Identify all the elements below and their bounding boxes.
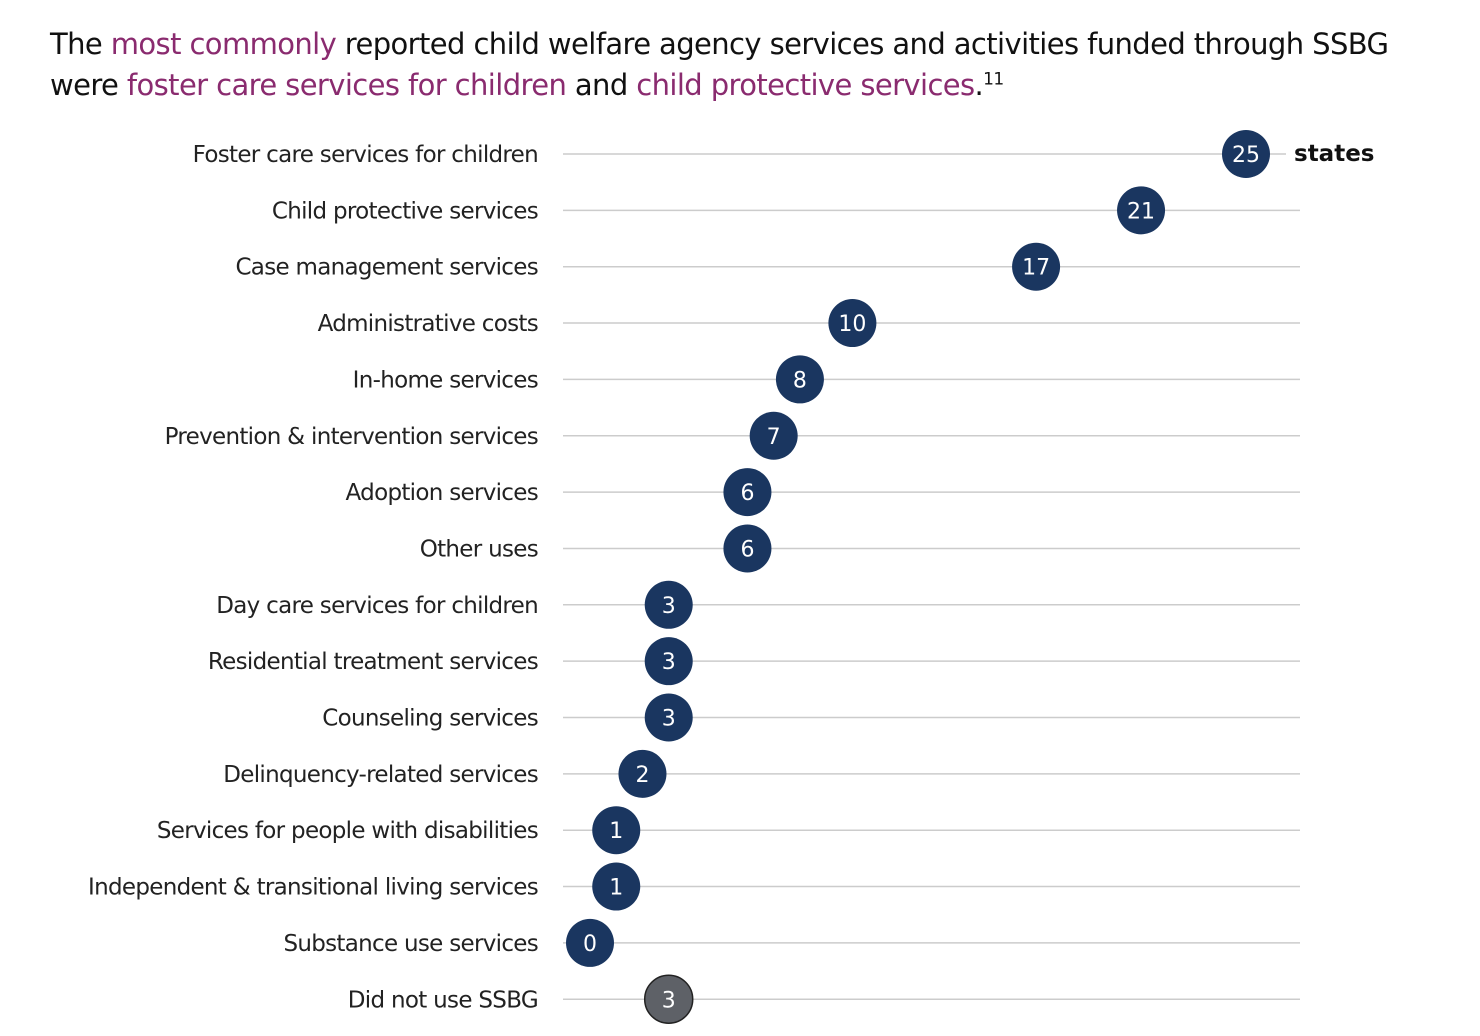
data-dot xyxy=(1012,242,1061,291)
data-dot xyxy=(723,468,772,517)
category-label: In-home services xyxy=(353,367,538,393)
category-label: Services for people with disabilities xyxy=(157,818,538,844)
chart-title: The most commonly reported child welfare… xyxy=(50,24,1450,106)
category-label: Adoption services xyxy=(346,480,538,506)
category-label: Did not use SSBG xyxy=(348,987,538,1013)
data-label: 2 xyxy=(635,763,649,788)
category-label: Substance use services xyxy=(283,931,538,957)
category-label: Delinquency-related services xyxy=(223,762,538,788)
data-label: 3 xyxy=(662,594,676,619)
data-label: 3 xyxy=(662,707,676,732)
title-highlight: child protective services xyxy=(636,68,975,102)
category-label: Prevention & intervention services xyxy=(165,424,538,450)
category-label: Administrative costs xyxy=(318,311,538,337)
category-label: Counseling services xyxy=(322,706,538,732)
category-label: Case management services xyxy=(235,255,538,281)
data-dot xyxy=(1222,130,1270,178)
category-label: Other uses xyxy=(420,536,538,562)
data-label: 10 xyxy=(838,312,866,337)
category-label: Residential treatment services xyxy=(208,649,538,675)
data-dot xyxy=(644,693,693,742)
data-dot xyxy=(592,806,641,855)
data-dot xyxy=(618,749,667,798)
title-text: reported child welfare agency services a… xyxy=(50,27,1389,102)
data-dot xyxy=(775,355,824,404)
data-label: 3 xyxy=(662,988,676,1013)
data-label: 1 xyxy=(609,876,623,901)
category-label: Child protective services xyxy=(272,198,538,224)
category-label: Foster care services for children xyxy=(193,142,538,168)
title-highlight: foster care services for children xyxy=(126,68,567,102)
data-dot xyxy=(723,524,772,573)
data-label: 0 xyxy=(583,932,597,957)
title-text: The xyxy=(50,27,111,61)
data-dot xyxy=(828,299,877,348)
data-dot xyxy=(644,580,693,629)
data-dot xyxy=(1117,186,1166,235)
title-text: . xyxy=(974,68,984,102)
category-label: Independent & transitional living servic… xyxy=(88,875,538,901)
category-label: Day care services for children xyxy=(216,593,538,619)
data-dot xyxy=(644,637,693,686)
data-dot xyxy=(566,918,614,967)
data-label: 17 xyxy=(1022,256,1050,281)
title-text: and xyxy=(566,68,637,102)
unit-label: states xyxy=(1294,141,1375,167)
title-highlight: most commonly xyxy=(110,27,337,61)
data-label: 25 xyxy=(1232,143,1260,168)
data-label: 7 xyxy=(767,425,781,450)
data-dot xyxy=(643,974,694,1024)
data-label: 1 xyxy=(609,819,623,844)
data-label: 8 xyxy=(793,368,807,393)
data-label: 6 xyxy=(740,481,754,506)
data-label: 3 xyxy=(662,650,676,675)
footnote-marker: 11 xyxy=(983,69,1004,90)
data-label: 6 xyxy=(740,537,754,562)
data-label: 21 xyxy=(1127,199,1155,224)
data-dot xyxy=(592,862,641,911)
data-dot xyxy=(749,411,798,460)
